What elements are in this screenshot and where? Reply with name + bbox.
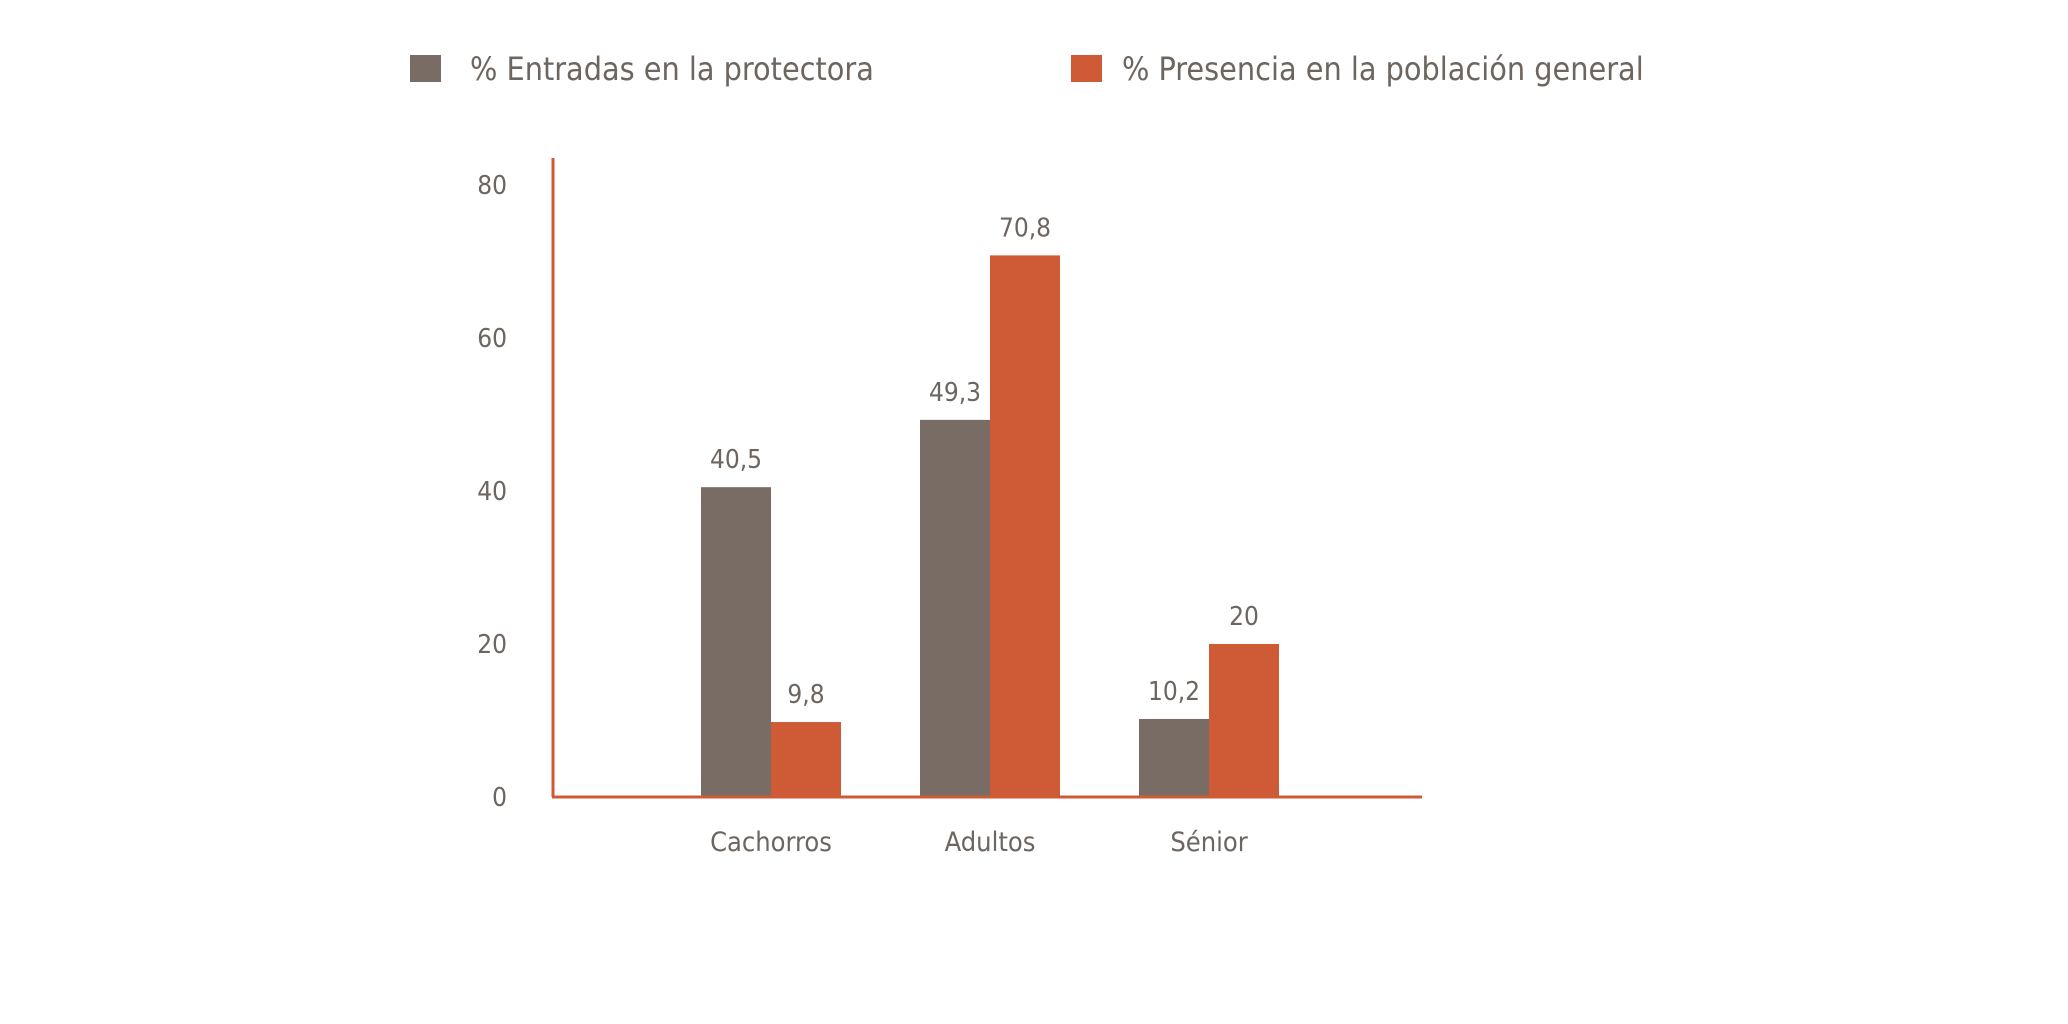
legend-label-2: % Presencia en la población general bbox=[1122, 50, 1644, 88]
legend-swatch-1 bbox=[410, 55, 441, 82]
data-label: 9,8 bbox=[787, 680, 824, 710]
bar-entradas-cachorros bbox=[701, 487, 771, 797]
x-category-label: Cachorros bbox=[710, 827, 832, 858]
y-tick-label: 40 bbox=[477, 477, 507, 507]
legend-swatch-2 bbox=[1071, 55, 1102, 82]
y-tick-label: 80 bbox=[477, 171, 507, 201]
bar-presencia-adultos bbox=[990, 255, 1060, 797]
data-label: 10,2 bbox=[1148, 677, 1200, 707]
x-axis-labels: Cachorros Adultos Sénior bbox=[710, 827, 1248, 858]
data-label: 40,5 bbox=[710, 445, 762, 475]
x-category-label: Adultos bbox=[945, 827, 1036, 858]
data-label: 49,3 bbox=[929, 378, 981, 408]
data-labels: 40,5 49,3 10,2 9,8 70,8 20 bbox=[710, 213, 1259, 710]
bar-presencia-sénior bbox=[1209, 644, 1279, 797]
y-tick-label: 60 bbox=[477, 324, 507, 354]
x-category-label: Sénior bbox=[1170, 827, 1247, 858]
bar-entradas-sénior bbox=[1139, 718, 1209, 797]
bar-entradas-adultos bbox=[920, 419, 990, 797]
chart-axes bbox=[551, 158, 1422, 799]
legend-label-1: % Entradas en la protectora bbox=[470, 50, 874, 88]
bar-presencia-cachorros bbox=[771, 722, 841, 797]
data-label: 20 bbox=[1229, 602, 1259, 632]
y-axis-ticks: 0 20 40 60 80 bbox=[477, 171, 507, 813]
data-label: 70,8 bbox=[999, 213, 1051, 243]
y-tick-label: 20 bbox=[477, 630, 507, 660]
chart-legend: % Entradas en la protectora % Presencia e… bbox=[410, 50, 1644, 88]
y-tick-label: 0 bbox=[492, 783, 507, 813]
bar-series bbox=[701, 255, 1279, 797]
